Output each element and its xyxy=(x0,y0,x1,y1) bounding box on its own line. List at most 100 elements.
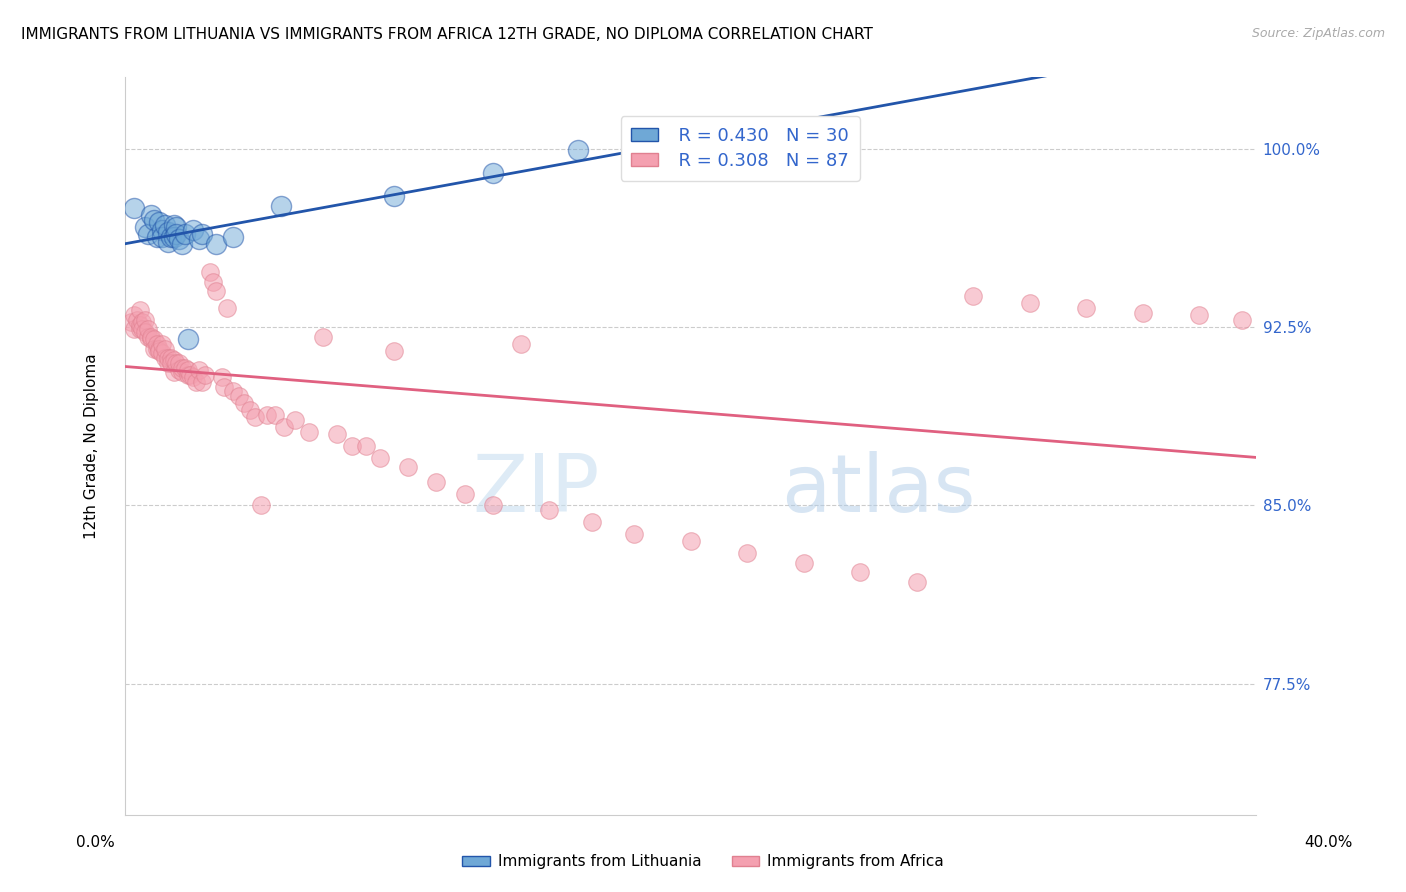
Point xyxy=(170,360,193,375)
Text: 12th Grade, No Diploma: 12th Grade, No Diploma xyxy=(84,353,98,539)
Point xyxy=(202,275,225,289)
Point xyxy=(250,499,273,513)
Text: IMMIGRANTS FROM LITHUANIA VS IMMIGRANTS FROM AFRICA 12TH GRADE, NO DIPLOMA CORRE: IMMIGRANTS FROM LITHUANIA VS IMMIGRANTS … xyxy=(21,27,873,42)
Text: 40.0%: 40.0% xyxy=(1305,836,1353,850)
Point xyxy=(173,227,195,242)
Point xyxy=(159,356,181,370)
Point xyxy=(194,368,217,382)
Point xyxy=(150,346,173,360)
Point xyxy=(382,343,405,358)
Point xyxy=(145,336,167,351)
Point xyxy=(214,379,236,393)
Point xyxy=(122,308,145,322)
Point xyxy=(165,356,187,370)
Point xyxy=(510,336,533,351)
Point xyxy=(134,220,156,235)
Point xyxy=(425,475,447,489)
Point xyxy=(176,363,198,377)
Point xyxy=(1132,306,1154,320)
Point xyxy=(228,389,250,403)
Point xyxy=(150,336,173,351)
Point xyxy=(131,322,153,336)
Point xyxy=(156,351,179,365)
Point xyxy=(153,351,176,365)
Point xyxy=(581,515,603,529)
Text: atlas: atlas xyxy=(782,451,976,529)
Point xyxy=(1230,313,1253,327)
Point xyxy=(150,229,173,244)
Point xyxy=(482,165,505,179)
Point xyxy=(145,342,167,356)
Point xyxy=(181,370,204,384)
Point xyxy=(148,343,170,358)
Point xyxy=(273,420,295,434)
Point xyxy=(156,235,179,249)
Point xyxy=(368,450,391,465)
Point xyxy=(120,315,142,329)
Point xyxy=(167,232,190,246)
Point xyxy=(270,199,292,213)
Point xyxy=(538,503,561,517)
Point xyxy=(298,425,321,439)
Point xyxy=(165,220,187,235)
Point xyxy=(139,332,162,346)
Point xyxy=(239,403,262,417)
Point xyxy=(793,556,815,570)
Point xyxy=(567,143,589,157)
Point xyxy=(148,342,170,356)
Point xyxy=(176,332,198,346)
Point xyxy=(679,534,702,549)
Point xyxy=(134,325,156,339)
Point xyxy=(849,565,872,579)
Point xyxy=(131,315,153,329)
Point xyxy=(233,396,256,410)
Point xyxy=(153,218,176,232)
Point xyxy=(205,285,228,299)
Point xyxy=(188,363,211,377)
Point xyxy=(142,332,165,346)
Point xyxy=(170,365,193,379)
Point xyxy=(264,408,287,422)
Point xyxy=(139,329,162,343)
Point xyxy=(142,342,165,356)
Point xyxy=(188,232,211,246)
Point xyxy=(136,329,159,343)
Point xyxy=(162,218,184,232)
Point xyxy=(191,375,214,389)
Point xyxy=(159,229,181,244)
Point xyxy=(181,222,204,236)
Point xyxy=(205,236,228,251)
Point xyxy=(326,427,349,442)
Point xyxy=(217,301,239,315)
Legend:   R = 0.430   N = 30,   R = 0.308   N = 87: R = 0.430 N = 30, R = 0.308 N = 87 xyxy=(620,116,860,181)
Point xyxy=(125,313,148,327)
Point xyxy=(139,208,162,222)
Point xyxy=(191,227,214,242)
Point xyxy=(159,351,181,365)
Point xyxy=(1076,301,1098,315)
Point xyxy=(256,408,278,422)
Point xyxy=(153,342,176,356)
Point xyxy=(222,384,245,399)
Point xyxy=(396,460,419,475)
Point xyxy=(200,265,222,279)
Point xyxy=(1188,308,1211,322)
Point xyxy=(170,236,193,251)
Point xyxy=(245,410,267,425)
Point xyxy=(382,189,405,203)
Point xyxy=(1018,296,1040,310)
Point xyxy=(623,527,645,541)
Point xyxy=(482,499,505,513)
Point xyxy=(142,213,165,227)
Point xyxy=(128,322,150,336)
Point xyxy=(453,486,475,500)
Point xyxy=(145,229,167,244)
Text: ZIP: ZIP xyxy=(472,451,600,529)
Point xyxy=(905,574,928,589)
Point xyxy=(179,368,201,382)
Point xyxy=(167,356,190,370)
Text: 0.0%: 0.0% xyxy=(76,836,115,850)
Point xyxy=(148,215,170,229)
Point xyxy=(156,356,179,370)
Point xyxy=(162,353,184,368)
